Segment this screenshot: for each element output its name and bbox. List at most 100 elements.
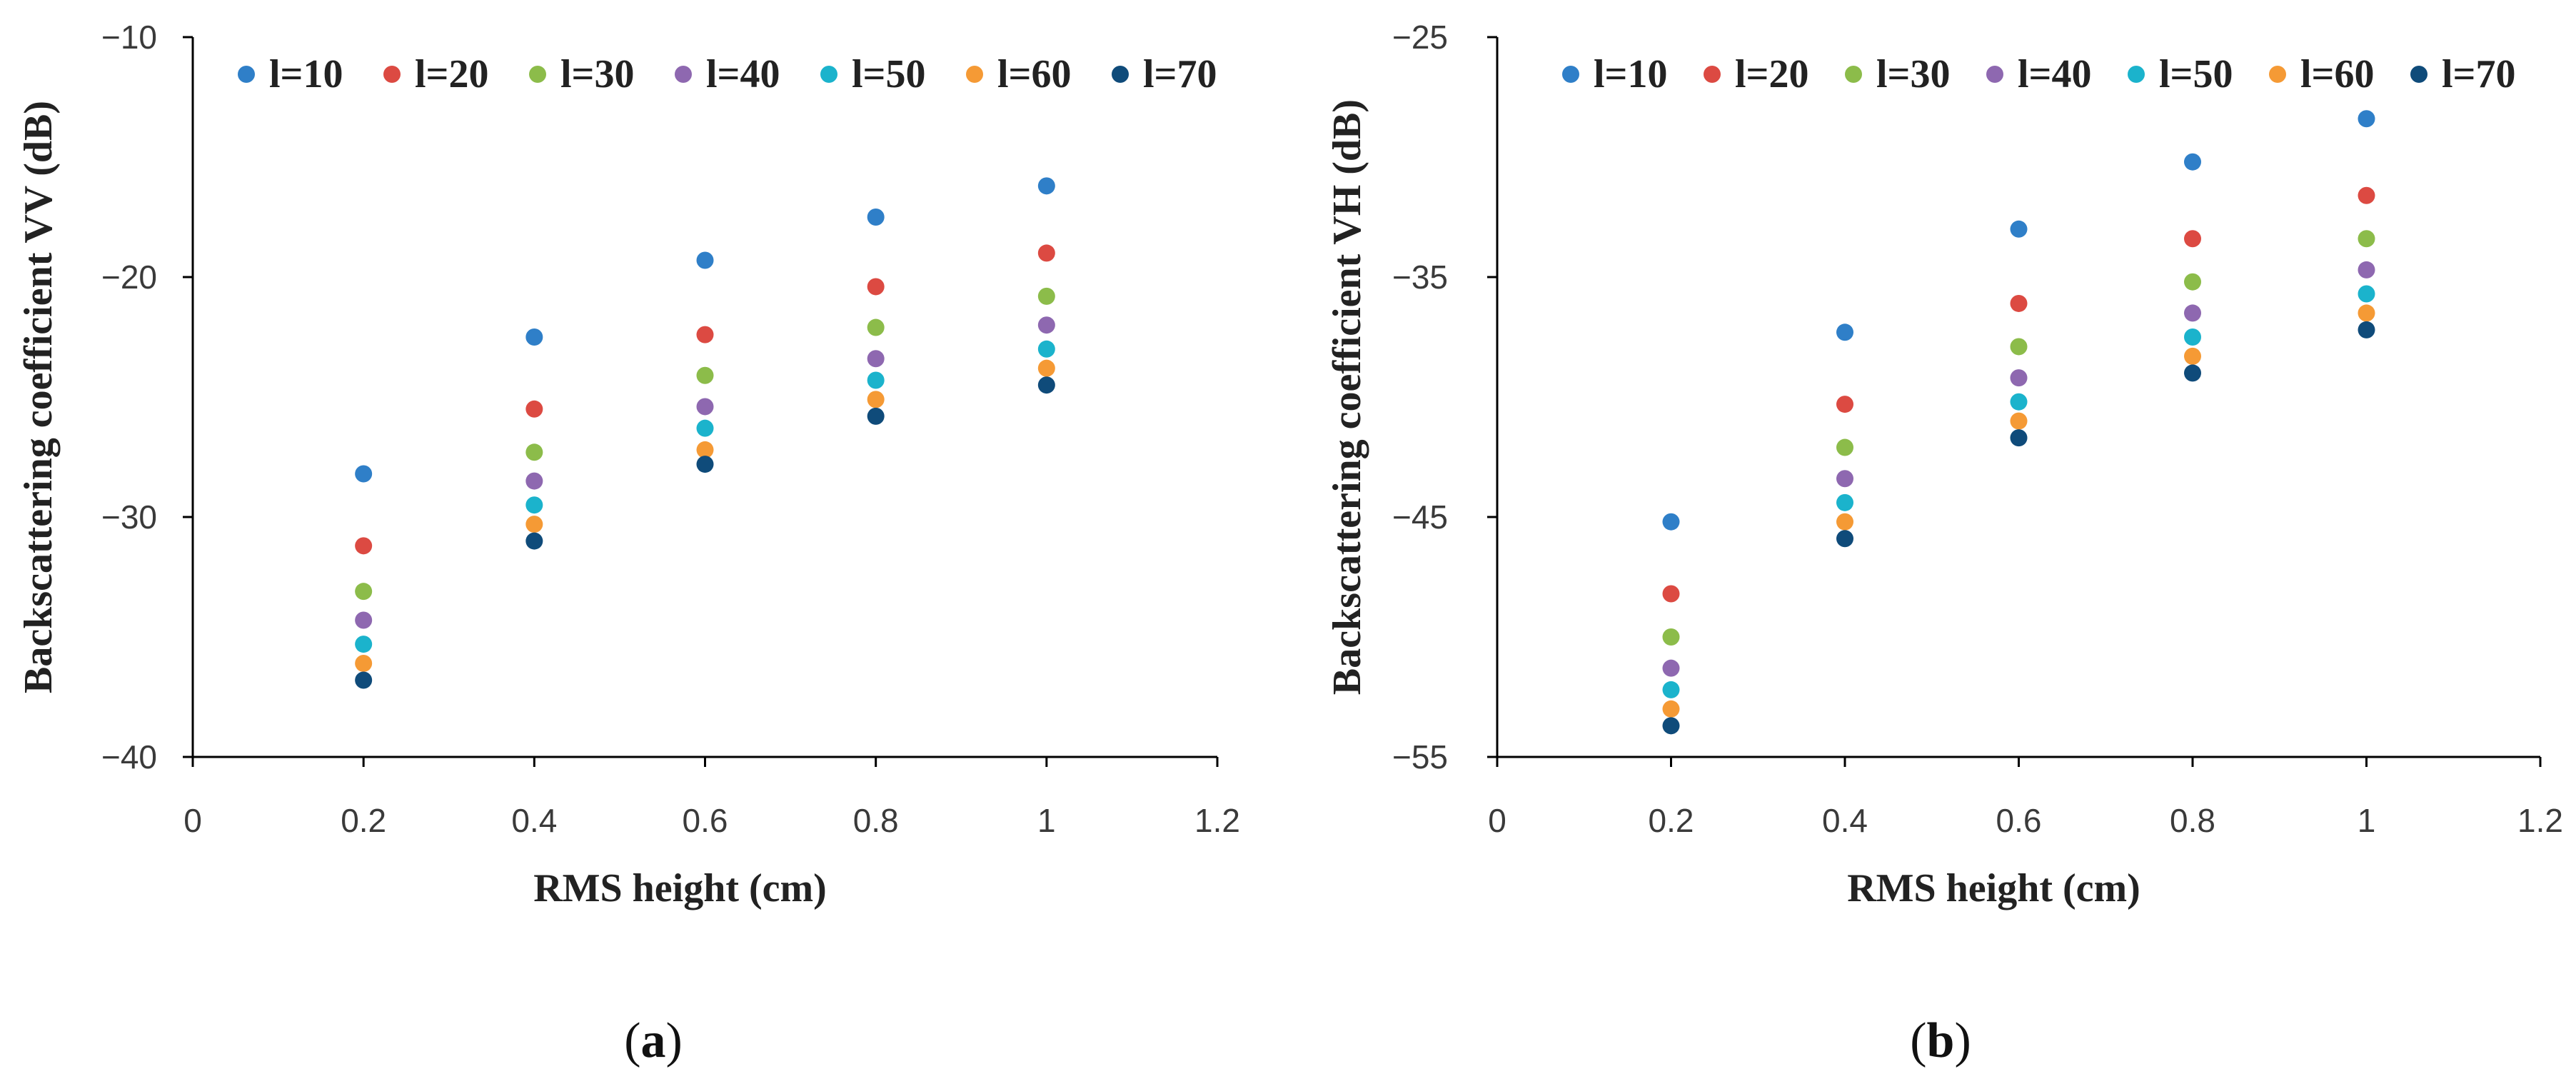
x-tick-label: 0.6 — [1996, 802, 2042, 839]
legend-marker-l40 — [675, 66, 692, 83]
data-point-l70 — [1663, 717, 1680, 734]
data-point-l70 — [2184, 364, 2201, 381]
legend-marker-l10 — [1562, 66, 1579, 83]
data-point-l20 — [1836, 396, 1853, 413]
data-point-l50 — [2358, 286, 2375, 303]
data-point-l40 — [525, 473, 543, 490]
data-point-l40 — [2184, 304, 2201, 321]
legend-label-l50: l=50 — [852, 52, 925, 96]
data-point-l60 — [2184, 348, 2201, 365]
data-point-l70 — [1038, 376, 1055, 393]
x-tick-label: 0.4 — [511, 802, 557, 839]
data-point-l40 — [355, 611, 372, 628]
legend-label-l20: l=20 — [1735, 52, 1808, 96]
data-point-l60 — [2011, 413, 2028, 430]
y-tick-label: −30 — [101, 498, 157, 536]
data-point-l70 — [355, 671, 372, 688]
data-point-l10 — [867, 209, 885, 226]
data-point-l30 — [2184, 273, 2201, 291]
x-tick-label: 1 — [2358, 802, 2376, 839]
data-point-l10 — [697, 251, 714, 269]
data-point-l50 — [1836, 494, 1853, 511]
legend-marker-l20 — [383, 66, 401, 83]
data-point-l20 — [867, 278, 885, 295]
x-axis-title: RMS height (cm) — [1847, 866, 2140, 910]
legend-marker-l60 — [2269, 66, 2286, 83]
y-tick-label: −40 — [101, 738, 157, 776]
data-point-l30 — [867, 319, 885, 336]
y-axis-title: Backscattering coefficient VV (dB) — [16, 101, 61, 693]
chart-panel-a: −10 −20 −30 −40 0 0.2 0.4 0.6 0.8 1 1.2 RMS height … — [16, 19, 1240, 1068]
data-point-l20 — [2184, 230, 2201, 247]
x-tick-label: 0.2 — [341, 802, 386, 839]
legend-label-l70: l=70 — [1143, 52, 1217, 96]
x-tick-label: 0.4 — [1822, 802, 1868, 839]
data-point-l40 — [867, 350, 885, 367]
legend-label-l10: l=10 — [1594, 52, 1667, 96]
legend-label-l70: l=70 — [2442, 52, 2515, 96]
data-point-l30 — [1836, 439, 1853, 456]
data-point-l70 — [2358, 321, 2375, 338]
x-tick-label: 1 — [1037, 802, 1056, 839]
data-point-l10 — [525, 328, 543, 346]
data-point-l50 — [525, 496, 543, 513]
data-point-l60 — [1663, 701, 1680, 718]
y-tick-label: −35 — [1392, 259, 1448, 296]
y-tick-label: −25 — [1392, 19, 1448, 56]
x-tick-label: 0.8 — [2170, 802, 2215, 839]
legend-label-l50: l=50 — [2159, 52, 2233, 96]
x-tick-label: 0 — [1488, 802, 1506, 839]
data-point-l40 — [697, 398, 714, 415]
panel-label: (b) — [1910, 1013, 1971, 1068]
legend-label-l40: l=40 — [2018, 52, 2091, 96]
data-point-l30 — [2358, 230, 2375, 247]
data-point-l20 — [697, 326, 714, 343]
data-point-l70 — [525, 533, 543, 550]
data-point-l40 — [1038, 316, 1055, 333]
data-point-l60 — [1836, 513, 1853, 531]
data-point-l40 — [1836, 470, 1853, 487]
data-point-l50 — [1038, 341, 1055, 358]
data-point-l10 — [2358, 110, 2375, 127]
y-tick-label: −20 — [101, 259, 157, 296]
legend-marker-l60 — [966, 66, 983, 83]
y-axis-title: Backscattering coefficient VH (dB) — [1325, 99, 1369, 695]
legend-marker-l40 — [1986, 66, 2003, 83]
data-point-l10 — [2011, 221, 2028, 238]
data-point-l10 — [2184, 154, 2201, 171]
data-point-l10 — [1038, 177, 1055, 194]
legend-marker-l30 — [1845, 66, 1862, 83]
data-point-l30 — [2011, 338, 2028, 355]
data-point-l60 — [867, 391, 885, 408]
data-point-l70 — [2011, 429, 2028, 446]
data-point-l30 — [355, 583, 372, 600]
legend-marker-l70 — [2410, 66, 2427, 83]
legend-marker-l70 — [1112, 66, 1129, 83]
legend-label-l30: l=30 — [560, 52, 634, 96]
x-axis-title: RMS height (cm) — [533, 866, 827, 910]
legend-marker-l50 — [2128, 66, 2145, 83]
data-point-l20 — [525, 401, 543, 418]
data-point-l20 — [1038, 244, 1055, 261]
chart-panel-b: −25 −35 −45 −55 0 0.2 0.4 0.6 0.8 1 1.2 RMS height … — [1325, 19, 2563, 1068]
data-point-l10 — [1663, 513, 1680, 531]
data-point-l20 — [1663, 586, 1680, 603]
data-point-l60 — [1038, 360, 1055, 377]
data-point-l30 — [1038, 288, 1055, 305]
x-tick-label: 0 — [183, 802, 202, 839]
data-point-l20 — [355, 537, 372, 554]
data-point-l50 — [697, 420, 714, 437]
data-point-l10 — [1836, 323, 1853, 341]
data-point-l50 — [2011, 393, 2028, 411]
legend-label-l30: l=30 — [1876, 52, 1950, 96]
data-point-l70 — [1836, 530, 1853, 547]
data-point-l40 — [2358, 261, 2375, 278]
data-point-l40 — [2011, 369, 2028, 386]
data-point-l30 — [697, 367, 714, 384]
data-point-l30 — [1663, 628, 1680, 646]
data-point-l60 — [355, 655, 372, 672]
data-point-l50 — [2184, 328, 2201, 346]
legend-label-l10: l=10 — [269, 52, 343, 96]
data-point-l60 — [2358, 304, 2375, 321]
data-point-l20 — [2358, 187, 2375, 204]
